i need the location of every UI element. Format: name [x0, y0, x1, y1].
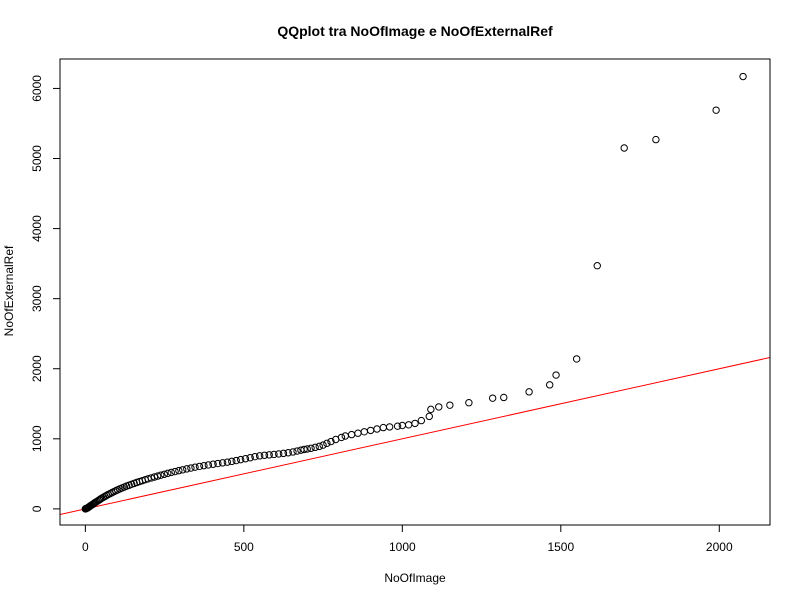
y-tick-label: 0	[30, 505, 44, 512]
data-point	[552, 371, 560, 379]
data-point	[223, 458, 232, 466]
data-point	[204, 461, 213, 469]
data-point	[175, 466, 183, 475]
data-point	[311, 443, 319, 452]
data-point	[411, 419, 419, 428]
data-point	[157, 471, 165, 479]
data-point	[284, 449, 292, 457]
data-point	[164, 469, 172, 478]
data-point	[435, 403, 443, 411]
data-point	[171, 467, 179, 476]
data-point	[347, 430, 356, 439]
data-point	[404, 421, 413, 429]
data-point	[303, 445, 311, 453]
data-point	[178, 466, 187, 474]
y-tick-label: 5000	[30, 145, 44, 172]
data-point	[327, 437, 335, 446]
data-point	[417, 416, 426, 425]
data-point	[265, 451, 273, 459]
data-point	[246, 454, 254, 462]
x-tick-label: 500	[234, 540, 254, 554]
data-point	[275, 450, 283, 458]
data-point	[360, 428, 368, 436]
data-point	[572, 355, 581, 363]
data-point	[337, 433, 346, 442]
data-point	[593, 262, 601, 270]
data-point	[300, 445, 308, 454]
data-point	[183, 465, 191, 473]
data-point	[241, 455, 250, 463]
y-tick-label: 3000	[30, 285, 44, 312]
data-point	[195, 462, 204, 471]
x-tick-label: 2000	[706, 540, 733, 554]
data-point	[366, 426, 375, 435]
data-point	[209, 460, 217, 468]
data-point	[488, 394, 497, 402]
data-point	[228, 457, 236, 466]
data-point	[425, 412, 433, 421]
data-point	[270, 450, 278, 459]
data-point	[354, 429, 362, 437]
data-point	[293, 447, 301, 455]
data-point	[260, 451, 269, 459]
x-tick-label: 1000	[389, 540, 416, 554]
data-point	[446, 401, 454, 409]
data-point	[385, 423, 394, 431]
y-axis-label: NoOfExternalRef	[2, 245, 16, 336]
data-point	[251, 452, 259, 461]
data-point	[393, 422, 402, 430]
data-point	[232, 456, 240, 465]
data-point	[465, 399, 473, 407]
data-point	[187, 464, 195, 472]
data-point	[620, 144, 628, 152]
data-point	[307, 444, 315, 452]
data-point	[236, 455, 245, 464]
data-point	[427, 405, 435, 414]
data-point	[289, 448, 297, 456]
x-tick-label: 0	[82, 540, 89, 554]
chart-title: QQplot tra NoOfImage e NoOfExternalRef	[277, 23, 553, 39]
y-tick-label: 4000	[30, 215, 44, 242]
data-point	[379, 423, 388, 432]
data-point	[319, 441, 327, 449]
data-point	[739, 72, 747, 81]
y-tick-label: 6000	[30, 75, 44, 102]
data-point	[167, 468, 175, 477]
data-point	[214, 459, 222, 468]
data-point	[398, 421, 407, 430]
data-point	[153, 472, 162, 480]
data-point	[323, 439, 331, 448]
data-point	[373, 425, 381, 433]
data-point	[255, 452, 264, 460]
data-point	[546, 381, 554, 389]
data-point	[315, 442, 323, 451]
data-point	[191, 463, 199, 471]
y-tick-label: 1000	[30, 425, 44, 452]
x-axis: 0 500 1000 1500 2000	[82, 524, 733, 554]
data-point	[279, 449, 288, 458]
data-point	[712, 106, 720, 114]
reference-line	[60, 357, 770, 515]
data-point	[200, 461, 208, 470]
data-point	[500, 393, 508, 402]
data-point	[160, 470, 168, 478]
plot-frame	[59, 58, 771, 526]
x-axis-label: NoOfImage	[384, 571, 446, 585]
y-tick-label: 2000	[30, 355, 44, 382]
data-point	[525, 388, 533, 396]
y-axis: 0 1000 2000 3000 4000 5000 6000	[30, 75, 61, 512]
data-point	[652, 135, 660, 144]
data-point	[218, 459, 227, 467]
data-point	[341, 432, 349, 440]
x-tick-label: 1500	[547, 540, 574, 554]
